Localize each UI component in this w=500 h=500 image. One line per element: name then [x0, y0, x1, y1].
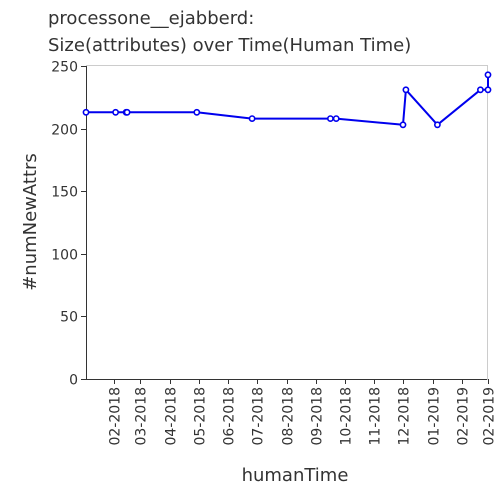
x-axis-label: humanTime [242, 465, 349, 486]
x-tick-label: 11-2018 [368, 387, 384, 446]
y-tick-label: 0 [69, 373, 78, 389]
x-tick-label: 02-2018 [108, 387, 124, 446]
x-tick-label: 01-2019 [427, 387, 443, 446]
x-tick-label: 10-2018 [339, 387, 355, 446]
x-tick-label: 04-2018 [164, 387, 180, 446]
chart-subtitle: Size(attributes) over Time(Human Time) [48, 35, 411, 56]
y-axis-label: #numNewAttrs [20, 153, 41, 291]
x-tick-label: 03-2018 [134, 387, 150, 446]
data-point [433, 121, 441, 129]
data-point [476, 86, 484, 94]
data-point [332, 115, 340, 122]
data-point [399, 121, 407, 129]
chart-title: processone__ejabberd: [48, 8, 254, 29]
y-tick-label: 250 [51, 60, 78, 76]
y-tick-label: 150 [51, 185, 78, 201]
data-point [82, 108, 90, 116]
data-point [326, 115, 334, 122]
y-axis-ticks: 0 50 100 150 200 250 [51, 60, 86, 389]
x-tick-label: 05-2018 [193, 387, 209, 446]
series-line [86, 74, 489, 126]
data-point [123, 108, 131, 116]
x-tick-label: 09-2018 [310, 387, 326, 446]
x-tick-label: 02-2019 [482, 387, 498, 446]
y-tick-label: 100 [51, 248, 78, 264]
x-tick-label: 07-2018 [251, 387, 267, 446]
data-point [112, 108, 119, 116]
x-tick-label: 12-2018 [397, 387, 413, 446]
data-point [484, 71, 492, 79]
series-layer [82, 71, 492, 129]
x-tick-label: 08-2018 [281, 387, 297, 446]
y-tick-label: 200 [51, 123, 78, 139]
data-point [484, 86, 492, 94]
x-tick-label: 02-2019 [456, 387, 472, 446]
y-tick-label: 50 [60, 310, 78, 326]
data-point [193, 108, 201, 116]
data-point [248, 115, 256, 122]
x-tick-label: 06-2018 [222, 387, 238, 446]
x-axis-ticks: 02-2018 03-2018 04-2018 05-2018 06-2018 07-20… [108, 379, 498, 446]
data-point [402, 86, 410, 94]
